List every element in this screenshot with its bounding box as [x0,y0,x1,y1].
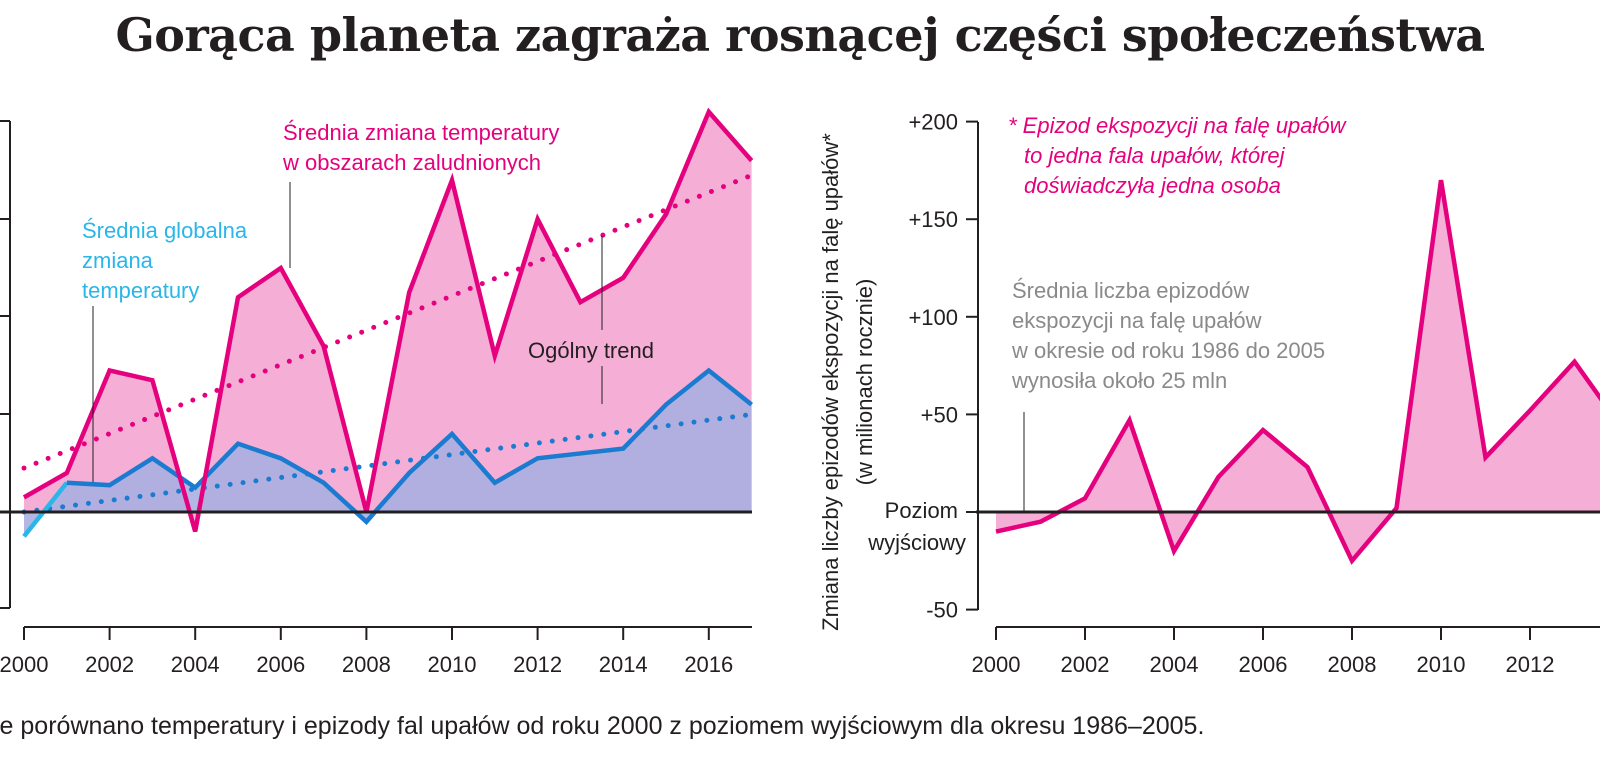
right-x-tick-label: 2004 [1150,652,1199,677]
right-y-axis-title: Zmiana liczby epizodów ekspozycji na fal… [818,133,843,631]
footnote: doświadczyła jedna osoba [1024,173,1281,198]
x-tick-label: 2004 [171,652,220,677]
x-tick-label: 2006 [256,652,305,677]
right-x-tick-label: 2006 [1239,652,1288,677]
right-x-tick-label: 2008 [1328,652,1377,677]
right-y-tick-label: Poziom [885,498,958,523]
baseline-annotation: wynosiła około 25 mln [1011,368,1227,393]
pink-series-line [22,107,754,533]
right-y-tick-label: wyjściowy [867,530,966,555]
baseline-annotation: w okresie od roku 1986 do 2005 [1011,338,1325,363]
footnote: * Epizod ekspozycji na falę upałów [1008,113,1348,138]
right-y-tick-label: +200 [908,110,958,135]
right-y-tick-label: +100 [908,305,958,330]
blue-line-start [22,481,69,538]
blue-series-label: Średnia globalna [82,218,248,243]
pink-trend-line [21,172,755,471]
x-tick-label: 2000 [0,652,48,677]
right-x-tick-label: 2010 [1417,652,1466,677]
x-tick-label: 2016 [684,652,733,677]
trend-label: Ogólny trend [528,338,654,363]
x-tick-label: 2008 [342,652,391,677]
blue-series-label: temperatury [82,278,199,303]
baseline-annotation: Średnia liczba epizodów [1012,278,1249,303]
right-y-tick-label: -50 [926,598,958,623]
footnote: to jedna fala upałów, której [1024,143,1286,168]
blue-series-label: zmiana [82,248,154,273]
blue-trend-line [21,411,755,515]
page-title: Gorąca planeta zagraża rosnącej części s… [115,8,1485,62]
right-x-tick-label: 2000 [972,652,1021,677]
right-x-tick-label: 2002 [1061,652,1110,677]
x-tick-label: 2002 [85,652,134,677]
right-y-tick-label: +50 [921,402,958,427]
x-tick-label: 2010 [428,652,477,677]
right-y-tick-label: +150 [908,207,958,232]
caption: ie porównano temperatury i epizody fal u… [0,712,1205,740]
pink-series-label: Średnia zmiana temperatury [283,120,559,145]
right-x-tick-label: 2012 [1506,652,1555,677]
x-tick-label: 2012 [513,652,562,677]
pink-area [24,111,752,532]
right-y-axis-title: (w milionach rocznie) [852,279,877,486]
x-tick-label: 2014 [599,652,648,677]
episodes-area [996,180,1600,561]
pink-series-label: w obszarach zaludnionych [282,150,541,175]
baseline-annotation: ekspozycji na falę upałów [1012,308,1262,333]
blue-area [24,370,752,537]
